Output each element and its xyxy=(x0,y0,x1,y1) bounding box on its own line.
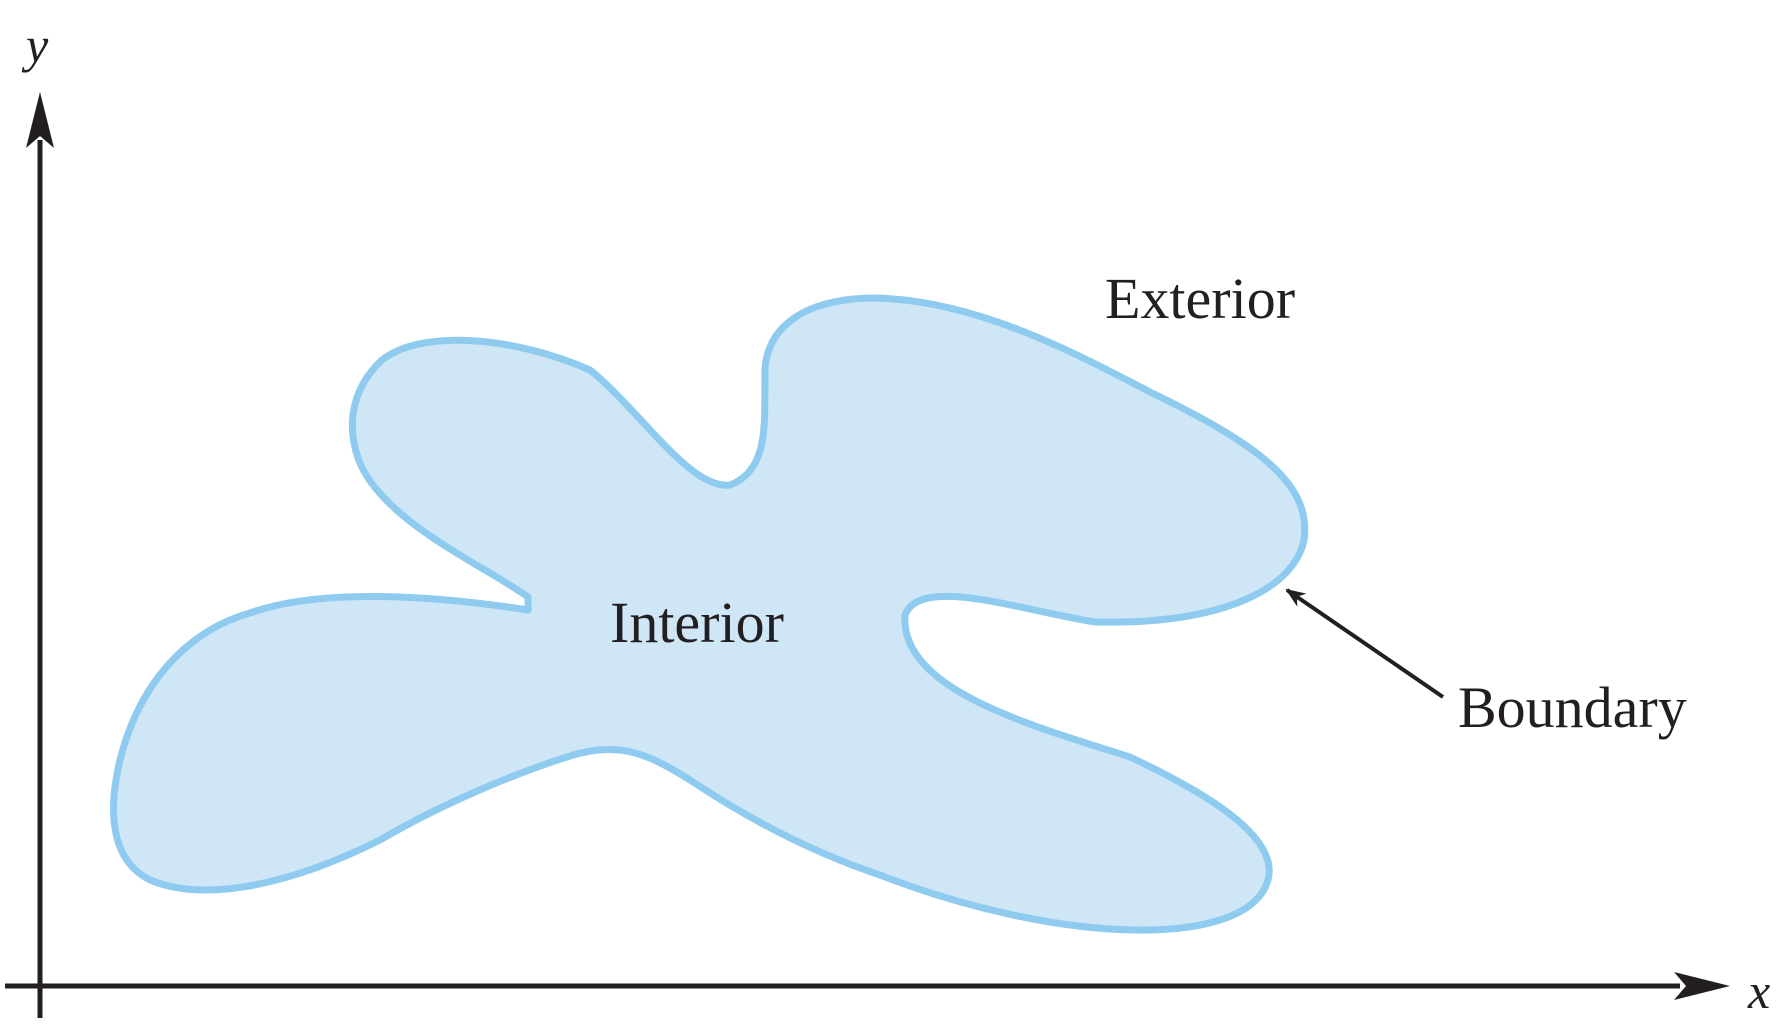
y-axis-arrowhead xyxy=(26,92,54,148)
x-axis-arrowhead xyxy=(1674,972,1730,1000)
boundary-pointer-arrow xyxy=(1285,588,1445,699)
region-shape xyxy=(110,294,1309,934)
exterior-label: Exterior xyxy=(1105,266,1295,331)
boundary-label: Boundary xyxy=(1458,675,1687,740)
x-axis-label: x xyxy=(1747,963,1770,1019)
y-axis-label: y xyxy=(21,17,49,73)
interior-label: Interior xyxy=(610,590,784,655)
